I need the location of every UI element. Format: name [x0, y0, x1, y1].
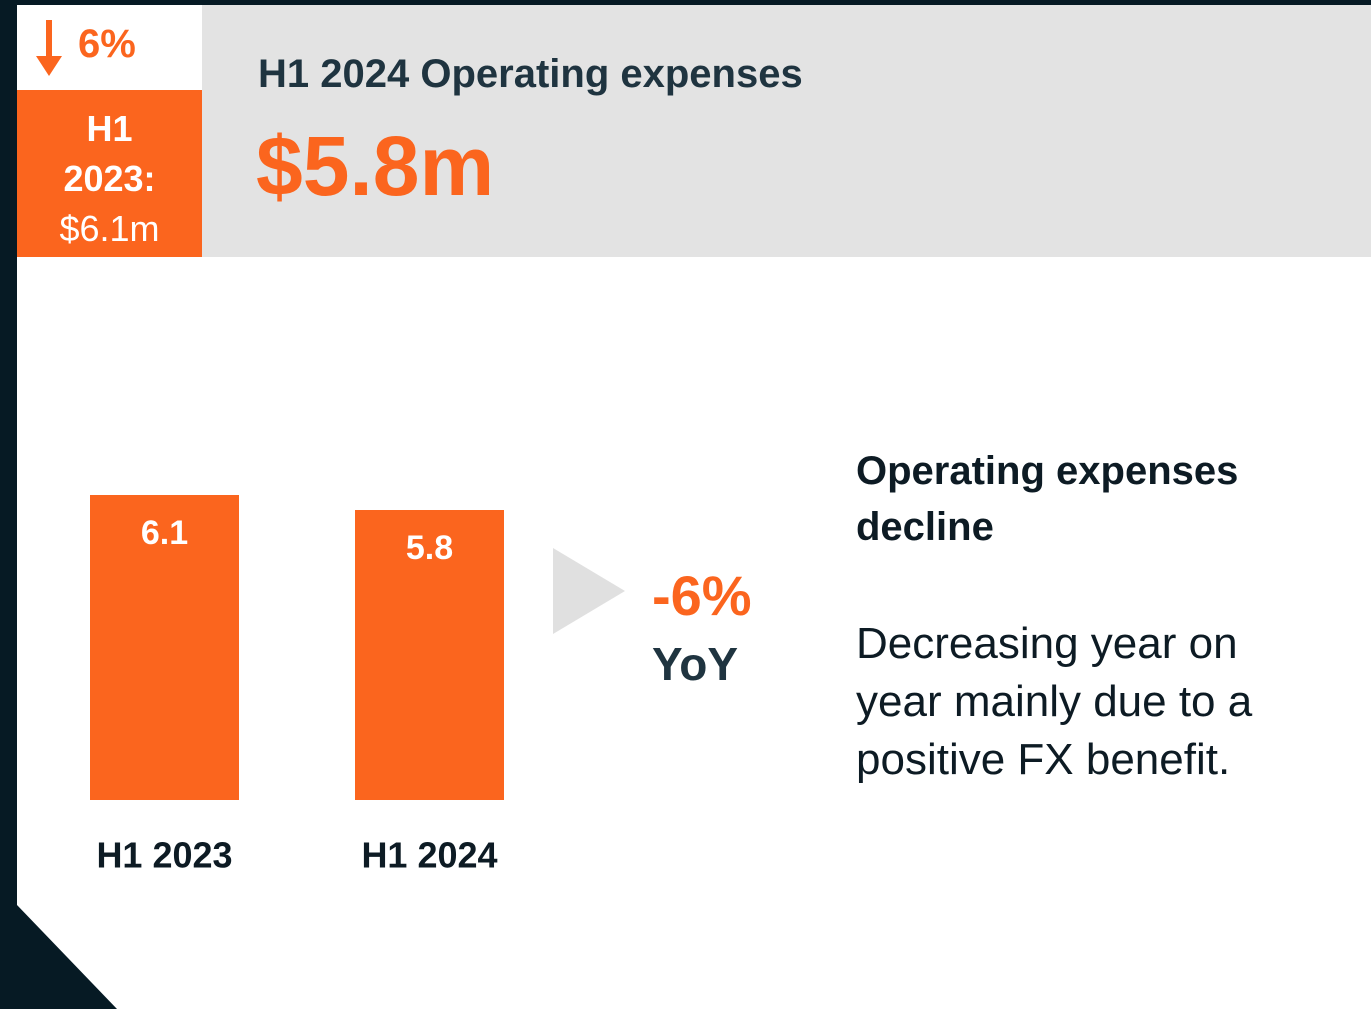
bar: [355, 510, 504, 800]
commentary-heading: Operating expenses decline: [856, 449, 1239, 549]
badge: H1 2023: $6.1m: [17, 90, 202, 257]
change-value: -6%: [652, 564, 752, 627]
chart: -6% YoY 6.1 H1 2023 5.8 H1 2024: [90, 495, 752, 876]
header-title: H1 2024 Operating expenses: [258, 52, 803, 96]
down-arrow: [36, 20, 62, 76]
badge-change: 6%: [78, 22, 136, 66]
change-label: YoY: [652, 638, 738, 690]
commentary-body: Decreasing year on year mainly due to a …: [856, 619, 1253, 784]
value-label: 5.8: [406, 529, 453, 567]
header-value: $5.8m: [256, 119, 495, 213]
value-label: 6.1: [141, 514, 188, 552]
arrow: [553, 548, 625, 634]
badge-label: H1 2023:: [63, 108, 156, 199]
x-tick-label: H1 2024: [361, 835, 497, 876]
badge-value: $6.1m: [59, 208, 160, 249]
x-tick-label: H1 2023: [96, 835, 232, 876]
bar: [90, 495, 239, 800]
header-band: [202, 5, 1371, 257]
